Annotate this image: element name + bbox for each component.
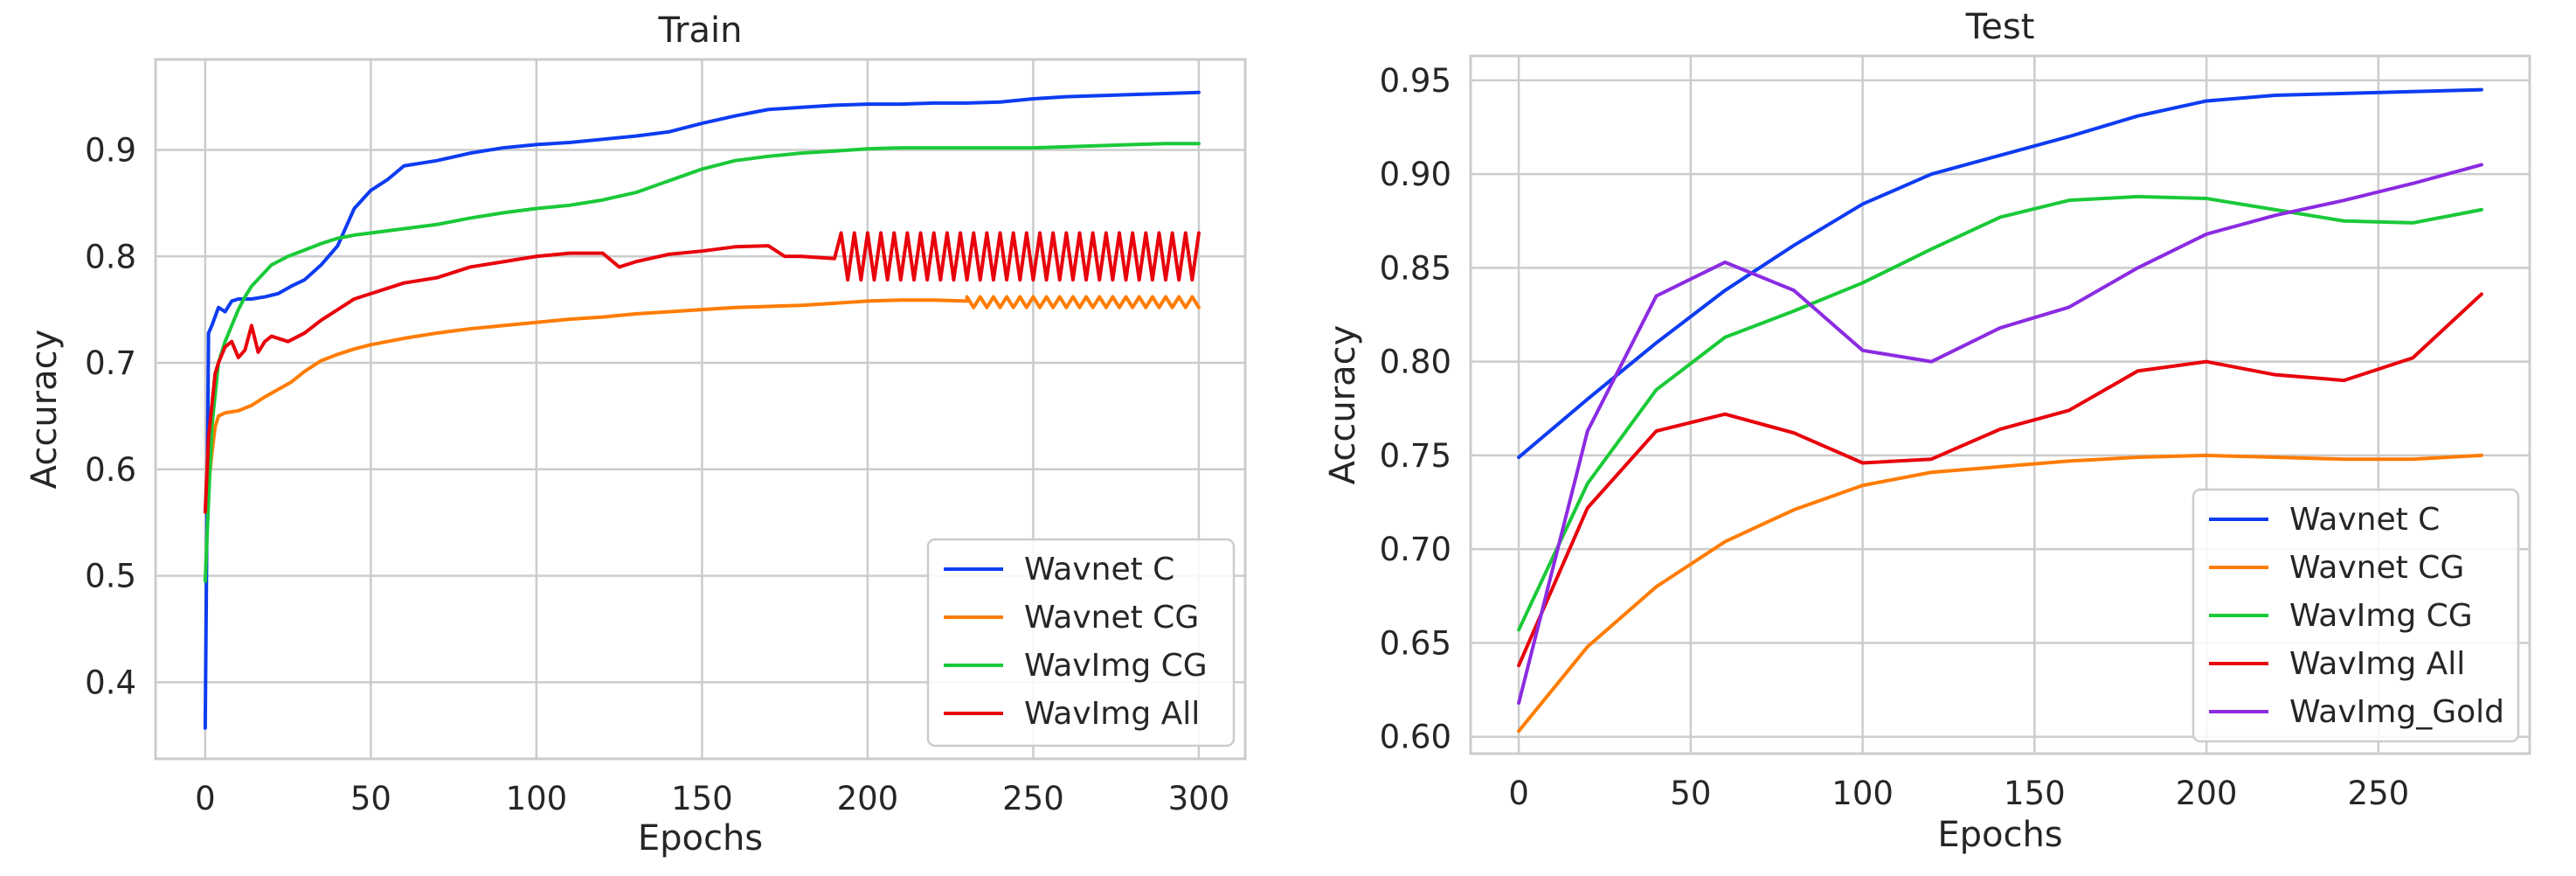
train-ytick-label: 0.8 <box>85 238 136 275</box>
test-ytick-label: 0.80 <box>1380 344 1451 381</box>
train-legend-label-wavimg-all: WavImg All <box>1024 696 1200 732</box>
test-panel: 0 50 100 150 200 250 0.60 0.65 0.70 0.75 0.80 0.85 0… <box>1323 7 2531 855</box>
test-xtick-label: 100 <box>1832 775 1894 812</box>
train-plot-frame <box>154 58 1247 761</box>
test-series-wavimg-gold <box>1517 163 2483 706</box>
test-legend-label-wavnet-cg: Wavnet CG <box>2289 550 2464 586</box>
train-series-wavimg-all <box>203 231 1201 514</box>
train-series-wavnet-cg <box>203 295 1201 514</box>
test-series-wavimg-cg <box>1517 194 2483 632</box>
test-ytick-label: 0.65 <box>1380 624 1451 662</box>
train-xtick-label: 200 <box>837 780 899 817</box>
test-legend-label-wavimg-all: WavImg All <box>2289 646 2465 682</box>
train-chart-title: Train <box>658 10 743 51</box>
test-series-wavimg-all <box>1517 292 2483 668</box>
train-ytick-label: 0.9 <box>85 132 136 170</box>
test-series-wavnet-cg <box>1517 453 2483 733</box>
test-xtick-label: 50 <box>1670 775 1711 812</box>
test-ytick-label: 0.85 <box>1380 249 1451 287</box>
test-legend-label-wavimg-cg: WavImg CG <box>2289 598 2473 634</box>
train-series-wavnet-c <box>203 90 1201 730</box>
train-xtick-label: 150 <box>671 780 733 817</box>
train-series-wavimg-cg <box>203 142 1201 583</box>
test-x-axis-label: Epochs <box>1937 815 2062 855</box>
train-legend-label-wavnet-c: Wavnet C <box>1024 552 1174 587</box>
test-ytick-label: 0.60 <box>1380 719 1451 756</box>
test-plot-frame <box>1469 54 2531 755</box>
test-y-axis-label: Accuracy <box>1323 325 1363 485</box>
test-xtick-label: 200 <box>2176 775 2238 812</box>
train-ytick-label: 0.7 <box>85 344 136 382</box>
train-grid <box>156 59 1245 759</box>
test-xtick-label: 0 <box>1508 775 1529 812</box>
test-legend-box <box>2192 488 2520 743</box>
test-chart-title: Test <box>1965 7 2035 47</box>
test-legend: Wavnet C Wavnet CG WavImg CG WavImg All WavI… <box>2192 488 2520 743</box>
train-ytick-label: 0.6 <box>85 451 136 489</box>
test-ytick-label: 0.90 <box>1380 156 1451 193</box>
train-xtick-label: 300 <box>1168 780 1230 817</box>
train-legend-label-wavimg-cg: WavImg CG <box>1024 648 1208 684</box>
train-panel: 0 50 100 150 200 250 300 0.4 0.5 0.6 0.7 0.8 0.9 Trai… <box>24 10 1247 859</box>
train-ytick-label: 0.5 <box>85 558 136 595</box>
train-xtick-label: 50 <box>350 780 391 817</box>
train-ytick-label: 0.4 <box>85 664 136 701</box>
train-xtick-label: 0 <box>195 780 216 817</box>
test-legend-label-wavnet-c: Wavnet C <box>2289 502 2440 538</box>
train-legend: Wavnet C Wavnet CG WavImg CG WavImg All <box>926 538 1236 747</box>
train-y-axis-label: Accuracy <box>24 330 65 490</box>
test-xtick-label: 250 <box>2348 775 2410 812</box>
test-legend-label-wavimg-gold: WavImg_Gold <box>2289 694 2504 730</box>
test-series-group <box>1517 87 2483 733</box>
test-xtick-label: 150 <box>2004 775 2066 812</box>
train-xtick-label: 250 <box>1002 780 1064 817</box>
train-series-group <box>203 90 1201 730</box>
test-ytick-label: 0.70 <box>1380 531 1451 568</box>
test-ytick-label: 0.75 <box>1380 437 1451 475</box>
train-legend-label-wavnet-cg: Wavnet CG <box>1024 600 1199 636</box>
test-ytick-label: 0.95 <box>1380 62 1451 100</box>
test-series-wavnet-c <box>1517 87 2483 460</box>
train-xtick-label: 100 <box>506 780 568 817</box>
train-x-axis-label: Epochs <box>638 818 763 859</box>
train-legend-box <box>926 538 1236 747</box>
